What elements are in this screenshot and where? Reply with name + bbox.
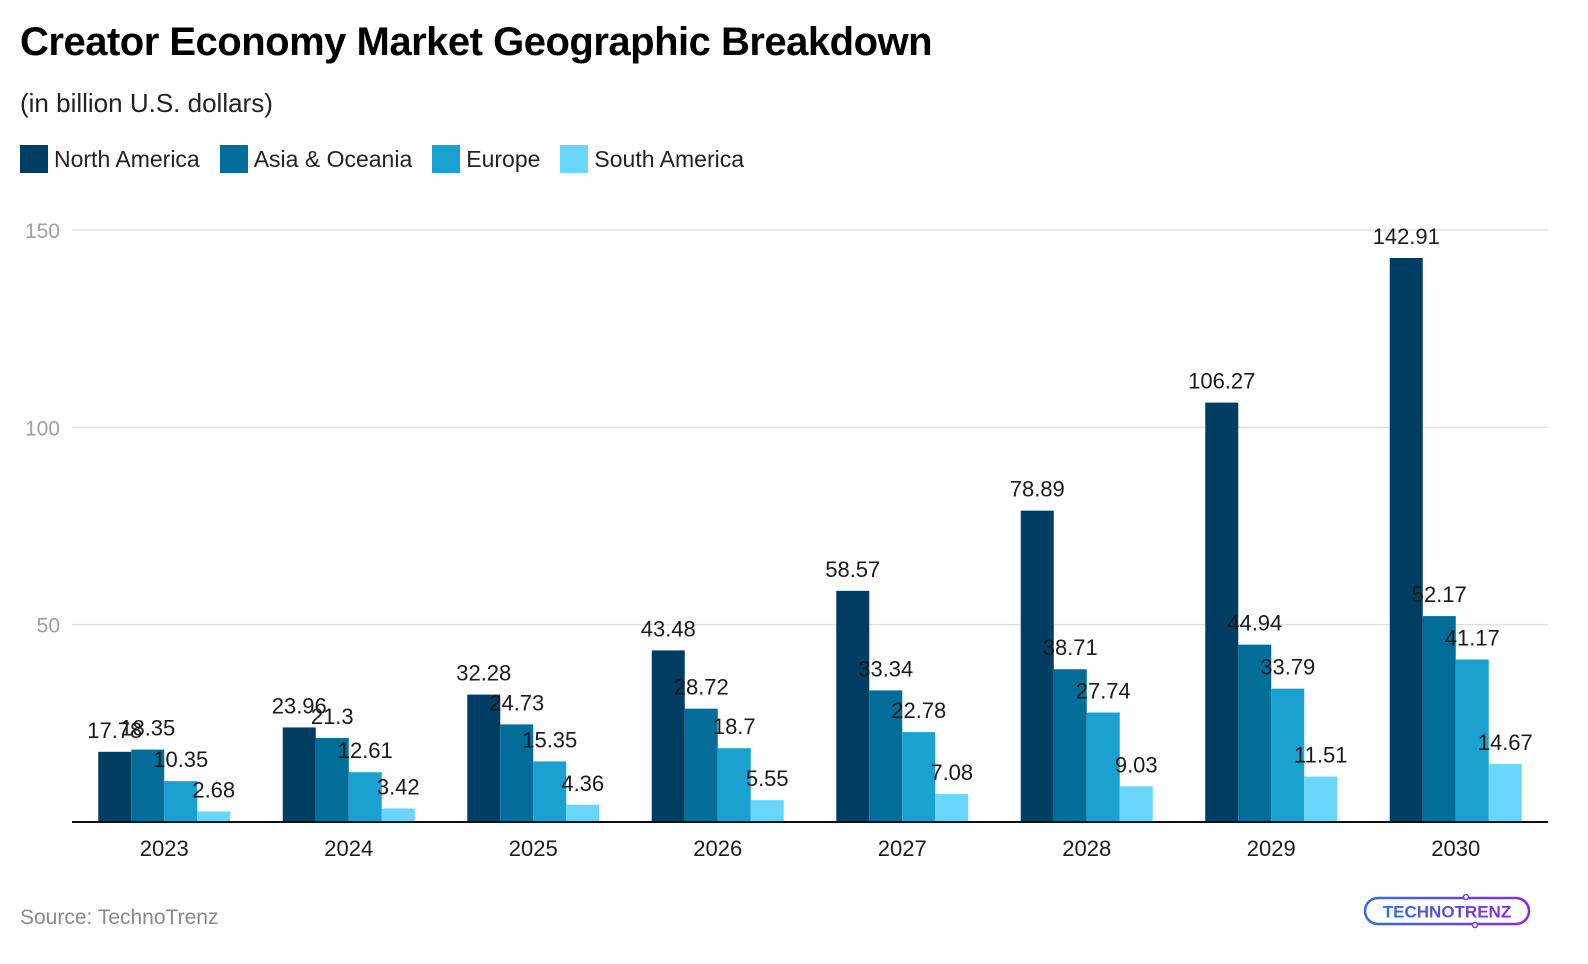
legend-swatch xyxy=(20,145,48,173)
logo-frame xyxy=(1363,896,1531,926)
legend-item-south-america[interactable]: South America xyxy=(560,145,744,173)
bar xyxy=(164,781,198,822)
bar xyxy=(381,808,415,822)
data-label: 21.3 xyxy=(311,704,354,729)
chart-subtitle: (in billion U.S. dollars) xyxy=(20,88,273,118)
data-label: 18.35 xyxy=(120,716,175,741)
data-label: 3.42 xyxy=(377,775,420,800)
bar xyxy=(1304,776,1338,822)
data-label: 78.89 xyxy=(1010,477,1065,502)
data-label: 14.67 xyxy=(1478,730,1533,755)
data-label: 17.78 xyxy=(87,718,142,743)
bar xyxy=(1389,257,1423,822)
data-label: 32.28 xyxy=(456,661,511,686)
data-label: 33.34 xyxy=(858,656,913,681)
bar xyxy=(935,794,969,822)
data-label: 11.51 xyxy=(1294,743,1347,768)
data-label: 43.48 xyxy=(641,616,696,641)
bar xyxy=(197,811,231,822)
data-label: 44.94 xyxy=(1227,611,1282,636)
legend-label: North America xyxy=(54,145,200,172)
data-label: 12.61 xyxy=(338,738,393,763)
data-label: 38.71 xyxy=(1043,635,1098,660)
bar xyxy=(750,800,784,822)
bar xyxy=(1422,616,1456,822)
data-label: 142.91 xyxy=(1373,224,1440,249)
legend-label: Europe xyxy=(466,145,541,172)
legend-item-north-america[interactable]: North America xyxy=(20,145,200,173)
bar xyxy=(902,732,936,822)
bar xyxy=(869,690,903,822)
y-tick-label: 100 xyxy=(25,417,60,440)
data-label: 7.08 xyxy=(930,760,973,785)
bar xyxy=(131,749,165,822)
bar xyxy=(467,694,501,822)
x-tick-label: 2028 xyxy=(1062,836,1111,861)
legend-swatch xyxy=(560,145,589,173)
data-label: 10.35 xyxy=(153,747,208,772)
x-tick-label: 2029 xyxy=(1247,836,1296,861)
x-tick-label: 2030 xyxy=(1431,836,1480,861)
y-tick-label: 150 xyxy=(25,220,60,243)
bar xyxy=(566,804,600,822)
data-label: 24.73 xyxy=(489,690,544,715)
chart-title: Creator Economy Market Geographic Breakd… xyxy=(20,20,933,64)
bar xyxy=(1488,764,1522,822)
bar xyxy=(651,650,685,822)
bar xyxy=(1020,510,1054,822)
bar xyxy=(500,724,534,822)
data-label: 15.35 xyxy=(522,727,577,752)
bar xyxy=(282,727,316,822)
bar xyxy=(1238,644,1272,822)
x-tick-label: 2027 xyxy=(878,836,927,861)
data-label: 2.68 xyxy=(192,777,235,802)
legend-label: Asia & Oceania xyxy=(253,145,413,172)
logo-text: TECHNOTRENZ xyxy=(1383,903,1511,922)
bar xyxy=(717,748,751,822)
data-label: 106.27 xyxy=(1188,369,1255,394)
data-label: 52.17 xyxy=(1412,582,1467,607)
x-tick-label: 2025 xyxy=(509,836,558,861)
legend-item-europe[interactable]: Europe xyxy=(432,145,540,173)
technotrenz-logo: TECHNOTRENZ xyxy=(1363,893,1531,929)
bar xyxy=(315,737,349,822)
data-label: 33.79 xyxy=(1260,655,1315,680)
data-label: 22.78 xyxy=(891,698,946,723)
x-tick-label: 2023 xyxy=(140,836,189,861)
bar xyxy=(98,751,132,822)
legend-item-asia-oceania[interactable]: Asia & Oceania xyxy=(219,145,413,173)
y-tick-label: 50 xyxy=(37,615,60,638)
legend: North America Asia & Oceania Europe Sout… xyxy=(20,145,764,173)
data-label: 41.17 xyxy=(1445,626,1500,651)
source-note: Source: TechnoTrenz xyxy=(20,906,219,929)
legend-swatch xyxy=(432,145,461,173)
data-label: 4.36 xyxy=(561,771,604,796)
bar xyxy=(1205,402,1239,822)
data-label: 23.96 xyxy=(272,693,327,718)
bar xyxy=(1053,669,1087,822)
bar xyxy=(533,761,567,822)
data-label: 9.03 xyxy=(1115,752,1158,777)
bar xyxy=(1119,786,1153,822)
x-tick-label: 2026 xyxy=(693,836,742,861)
data-label: 27.74 xyxy=(1076,679,1131,704)
data-label: 5.55 xyxy=(746,766,789,791)
bar xyxy=(684,708,718,822)
data-label: 18.7 xyxy=(713,714,756,739)
bar xyxy=(836,590,870,822)
bar xyxy=(1086,712,1120,822)
bar xyxy=(1455,659,1489,822)
bar xyxy=(348,772,382,822)
legend-swatch xyxy=(219,145,248,173)
bar xyxy=(1271,688,1305,822)
data-label: 28.72 xyxy=(674,675,729,700)
data-label: 58.57 xyxy=(825,557,880,582)
legend-label: South America xyxy=(594,145,745,172)
x-tick-label: 2024 xyxy=(324,836,373,861)
